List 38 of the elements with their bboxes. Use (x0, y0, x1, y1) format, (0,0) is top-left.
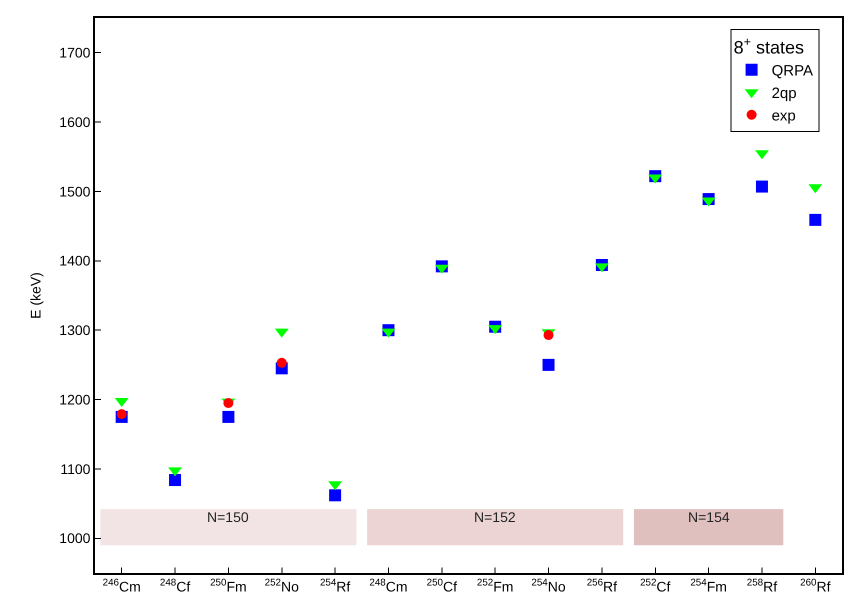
point (276, 358, 287, 368)
y-tick-label: 1400 (59, 252, 91, 269)
point (222, 410, 234, 423)
point (542, 358, 555, 371)
y-tick-label: 1600 (59, 114, 91, 130)
x-tick-label: $^{248}$Cm (369, 578, 408, 595)
point (809, 214, 822, 226)
point (329, 489, 342, 502)
x-tick-label: $^{250}$Fm (210, 578, 247, 595)
x-tick-label: $^{252}$Fm (476, 578, 514, 595)
y-tick-label: 1100 (60, 460, 91, 477)
x-tick-label: $^{258}$Rf (746, 578, 778, 595)
x-tick-label: $^{254}$Fm (690, 578, 727, 595)
x-tick-label: $^{246}$Cm (102, 578, 141, 595)
y-tick-label: 1200 (59, 391, 91, 408)
point (756, 180, 768, 193)
x-tick-label: $^{254}$Rf (320, 578, 350, 595)
band-label: N=152 (474, 509, 516, 525)
x-tick-label: $^{250}$Cf (426, 578, 458, 595)
legend-title: 8$^{+}$ states (734, 34, 804, 58)
x-tick-label: $^{248}$Cf (160, 578, 190, 595)
x-tick-label: $^{260}$Rf (800, 578, 831, 595)
y-axis-title: E (keV) (27, 272, 44, 319)
point (169, 474, 182, 486)
point (116, 409, 127, 420)
x-tick-label: $^{256}$Rf (586, 578, 618, 595)
y-tick-label: 1700 (59, 44, 91, 61)
x-tick-label: $^{252}$Cf (640, 578, 671, 595)
legend-label: 2qp (772, 85, 797, 102)
y-tick-label: 1000 (59, 530, 91, 546)
legend-label: exp (772, 108, 796, 125)
x-tick-label: $^{252}$No (264, 578, 300, 595)
x-tick-label: $^{254}$No (531, 578, 566, 595)
legend-label: QRPA (772, 62, 813, 80)
band-label: N=154 (688, 509, 730, 525)
y-tick-label: 1300 (59, 322, 91, 338)
band-label: N=150 (207, 509, 249, 525)
y-tick-label: 1500 (59, 183, 91, 200)
